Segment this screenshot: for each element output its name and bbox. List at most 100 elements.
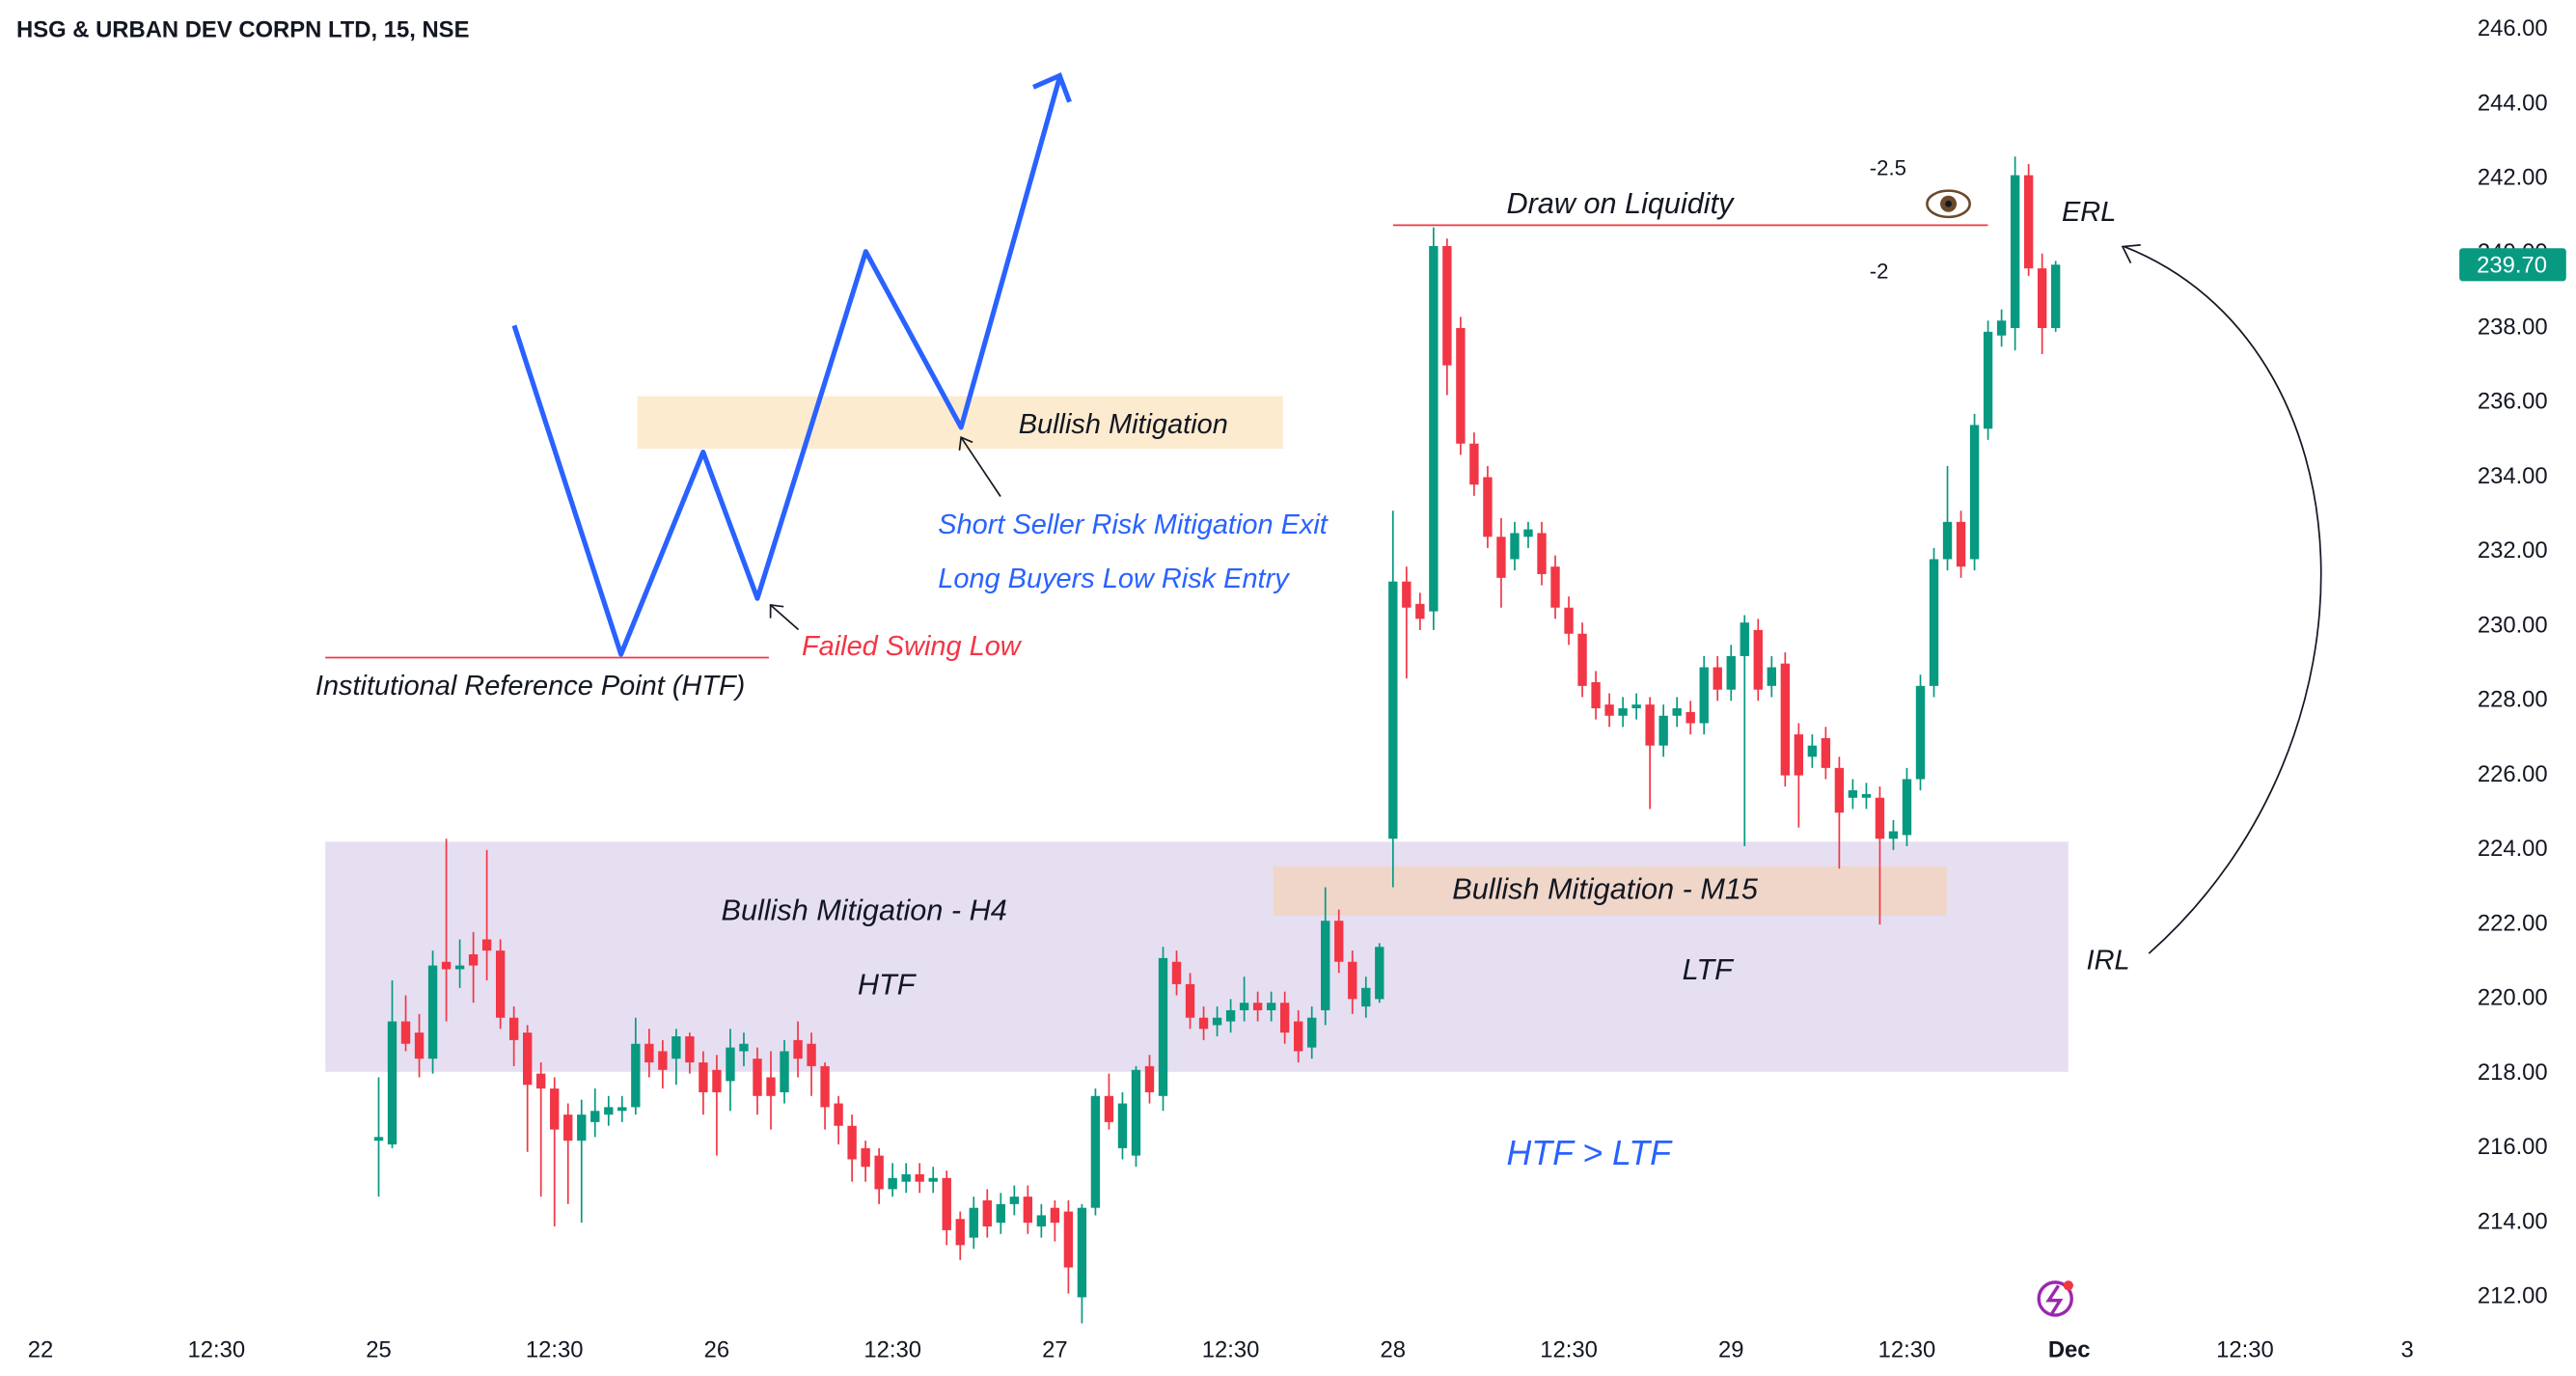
annotation: Draw on Liquidity	[1506, 187, 1735, 220]
candle-body	[1158, 957, 1168, 1096]
candle-body	[1753, 629, 1763, 690]
candle-body	[2050, 264, 2061, 328]
candle-body	[1510, 533, 1520, 560]
y-tick-label: 232.00	[2478, 537, 2548, 564]
candle-body	[1348, 961, 1357, 1000]
candle-body	[753, 1059, 762, 1096]
candle-body	[1848, 790, 1858, 798]
candle-body	[699, 1062, 708, 1092]
candle-body	[1821, 737, 1831, 768]
candle-body	[1969, 425, 1980, 560]
candle-body	[495, 950, 506, 1018]
eye-icon	[1926, 189, 1971, 219]
candle-body	[563, 1115, 573, 1142]
candle-body	[1780, 663, 1791, 776]
annotation: Long Buyers Low Risk Entry	[938, 564, 1290, 594]
y-tick-label: 220.00	[2478, 985, 2548, 1011]
candle-body	[1523, 529, 1533, 537]
candle-body	[1442, 245, 1452, 366]
zigzag-arrowhead	[1032, 71, 1072, 103]
candle-body	[1740, 622, 1749, 656]
x-tick-label: 12:30	[187, 1337, 245, 1363]
candle-body	[671, 1036, 681, 1060]
y-tick-label: 230.00	[2478, 612, 2548, 638]
arrow	[770, 604, 800, 631]
candle-body	[1685, 711, 1695, 724]
annotation: Failed Swing Low	[802, 631, 1023, 662]
annotation: -2.5	[1870, 155, 1906, 179]
candle-body	[1564, 607, 1574, 634]
candle-body	[928, 1177, 938, 1182]
candle-body	[1713, 667, 1722, 690]
candle-body	[1266, 1003, 1276, 1010]
candle-body	[834, 1103, 843, 1126]
candle-body	[1144, 1065, 1155, 1092]
candle-body	[955, 1219, 965, 1246]
candle-body	[1402, 581, 1411, 608]
x-tick-label: 28	[1381, 1337, 1407, 1363]
x-tick-label: 26	[704, 1337, 730, 1363]
y-tick-label: 214.00	[2478, 1208, 2548, 1234]
candle-body	[1334, 921, 1344, 962]
x-tick-label: 12:30	[526, 1337, 584, 1363]
candle-body	[454, 965, 465, 970]
candle-body	[441, 961, 452, 970]
candle-body	[387, 1021, 397, 1145]
candle-body	[1699, 667, 1709, 724]
candles	[373, 156, 2061, 1324]
candle-body	[1631, 704, 1641, 709]
candle-body	[1658, 715, 1668, 746]
x-tick-label: Dec	[2048, 1337, 2091, 1363]
candle-body	[1252, 1003, 1263, 1010]
candle-body	[1023, 1197, 1033, 1224]
annotation: -2	[1870, 260, 1889, 284]
x-tick-label: 22	[28, 1337, 54, 1363]
candle-body	[685, 1036, 695, 1063]
candle-body	[1036, 1215, 1047, 1227]
candle-body	[766, 1077, 776, 1096]
annotation: Bullish Mitigation - M15	[1452, 872, 1759, 905]
candle-body	[373, 1137, 384, 1142]
candle-body	[1009, 1197, 1020, 1204]
candle-body	[861, 1147, 870, 1168]
candle-body	[1550, 566, 1560, 608]
last-price-tag	[2459, 248, 2566, 282]
y-tick-label: 212.00	[2478, 1283, 2548, 1309]
x-tick-label: 12:30	[1878, 1337, 1936, 1363]
y-tick-label: 222.00	[2478, 910, 2548, 936]
annotation: Institutional Reference Point (HTF)	[315, 671, 745, 702]
candle-body	[604, 1107, 614, 1115]
y-tick-label: 242.00	[2478, 165, 2548, 191]
candle-body	[1983, 331, 1993, 429]
candle-body	[1537, 533, 1547, 574]
candle-body	[1375, 947, 1384, 1000]
x-tick-label: 12:30	[863, 1337, 921, 1363]
candle-body	[793, 1039, 803, 1060]
arrow-head	[2121, 244, 2141, 263]
candle-body	[1888, 831, 1899, 839]
candle-body	[1577, 633, 1587, 686]
y-tick-label: 238.00	[2478, 314, 2548, 340]
x-tick-label: 3	[2400, 1337, 2413, 1363]
candle-body	[1618, 708, 1628, 716]
candle-body	[590, 1111, 600, 1122]
candle-body	[1483, 477, 1493, 537]
candle-body	[915, 1173, 924, 1182]
candle-body	[1077, 1207, 1087, 1298]
candle-body	[1929, 559, 1939, 686]
candle-body	[1902, 779, 1912, 836]
candle-body	[577, 1115, 587, 1142]
candle-body	[414, 1032, 425, 1060]
y-tick-label: 246.00	[2478, 15, 2548, 41]
candle-body	[1469, 443, 1479, 485]
candle-body	[1063, 1211, 1074, 1268]
candle-body	[1875, 797, 1885, 839]
x-tick-label: 25	[366, 1337, 392, 1363]
y-tick-label: 236.00	[2478, 389, 2548, 415]
candle-body	[1591, 681, 1601, 709]
y-tick-label: 224.00	[2478, 836, 2548, 862]
x-tick-label: 27	[1042, 1337, 1068, 1363]
